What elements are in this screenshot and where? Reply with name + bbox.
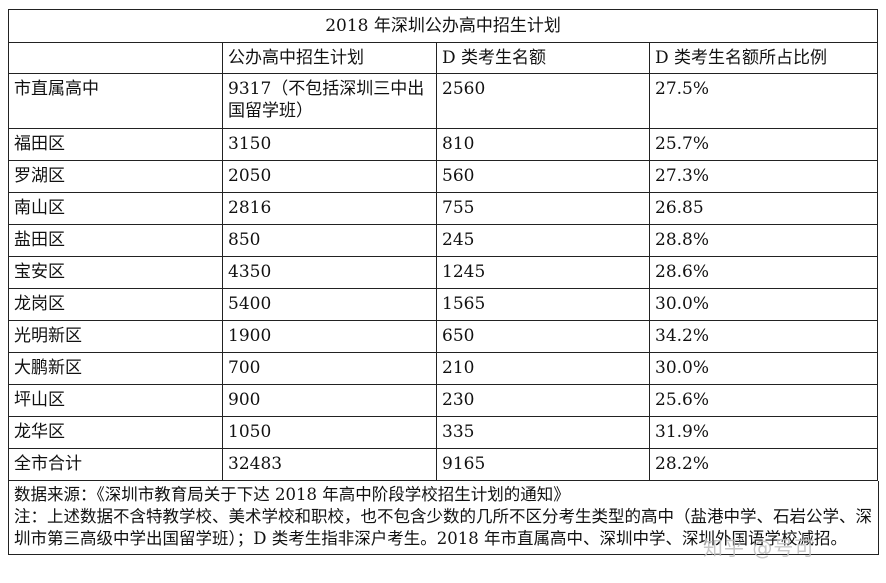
table-row: 市直属高中 9317（不包括深圳三中出国留学班） 2560 27.5% <box>8 73 879 129</box>
plan-cell: 700 <box>222 352 437 385</box>
district-cell: 光明新区 <box>8 320 223 353</box>
d-ratio-cell: 28.2% <box>648 448 879 481</box>
d-quota-cell: 9165 <box>436 448 650 481</box>
d-ratio-cell: 27.3% <box>648 160 879 193</box>
table-header-row: 公办高中招生计划 D 类考生名额 D 类考生名额所占比例 <box>8 42 879 74</box>
header-cell-district <box>8 42 223 74</box>
header-cell-d-quota: D 类考生名额 <box>436 42 650 74</box>
zhihu-watermark: 知乎 @号可 <box>703 536 816 560</box>
district-cell: 福田区 <box>8 128 223 161</box>
table-row: 罗湖区 2050 560 27.3% <box>8 160 879 193</box>
d-quota-cell: 245 <box>436 224 650 257</box>
header-cell-d-ratio: D 类考生名额所占比例 <box>648 42 879 74</box>
enrollment-plan-sheet: 2018 年深圳公办高中招生计划 公办高中招生计划 D 类考生名额 D 类考生名… <box>7 9 879 555</box>
d-quota-cell: 755 <box>436 192 650 225</box>
plan-cell: 2816 <box>222 192 437 225</box>
district-cell: 龙华区 <box>8 416 223 449</box>
district-cell: 南山区 <box>8 192 223 225</box>
d-quota-cell: 1245 <box>436 256 650 289</box>
d-ratio-cell: 25.6% <box>648 384 879 417</box>
d-quota-cell: 810 <box>436 128 650 161</box>
d-ratio-cell: 25.7% <box>648 128 879 161</box>
d-ratio-cell: 31.9% <box>648 416 879 449</box>
plan-cell: 900 <box>222 384 437 417</box>
table-row: 南山区 2816 755 26.85 <box>8 192 879 225</box>
table-row: 大鹏新区 700 210 30.0% <box>8 352 879 385</box>
table-row: 全市合计 32483 9165 28.2% <box>8 448 879 481</box>
plan-cell: 850 <box>222 224 437 257</box>
table-row: 坪山区 900 230 25.6% <box>8 384 879 417</box>
plan-cell: 9317（不包括深圳三中出国留学班） <box>222 73 437 129</box>
district-cell: 大鹏新区 <box>8 352 223 385</box>
data-source-text: 数据来源：《深圳市教育局关于下达 2018 年高中阶段学校招生计划的通知》 <box>14 485 570 504</box>
d-quota-cell: 335 <box>436 416 650 449</box>
district-cell: 坪山区 <box>8 384 223 417</box>
plan-cell: 1900 <box>222 320 437 353</box>
d-quota-cell: 650 <box>436 320 650 353</box>
district-cell: 罗湖区 <box>8 160 223 193</box>
d-quota-cell: 230 <box>436 384 650 417</box>
district-cell: 市直属高中 <box>8 73 223 129</box>
d-ratio-cell: 28.6% <box>648 256 879 289</box>
footnote-text: 注：上述数据不含特教学校、美术学校和职校，也不包含少数的几所不区分考生类型的高中… <box>14 507 872 548</box>
d-ratio-cell: 27.5% <box>648 73 879 129</box>
table-row: 宝安区 4350 1245 28.6% <box>8 256 879 289</box>
table-row: 龙华区 1050 335 31.9% <box>8 416 879 449</box>
d-ratio-cell: 34.2% <box>648 320 879 353</box>
d-quota-cell: 1565 <box>436 288 650 321</box>
d-ratio-cell: 26.85 <box>648 192 879 225</box>
plan-cell: 4350 <box>222 256 437 289</box>
plan-cell: 2050 <box>222 160 437 193</box>
plan-cell: 32483 <box>222 448 437 481</box>
d-quota-cell: 2560 <box>436 73 650 129</box>
table-row: 福田区 3150 810 25.7% <box>8 128 879 161</box>
table-row: 龙岗区 5400 1565 30.0% <box>8 288 879 321</box>
plan-cell: 3150 <box>222 128 437 161</box>
district-cell: 全市合计 <box>8 448 223 481</box>
plan-cell: 1050 <box>222 416 437 449</box>
table-title-row: 2018 年深圳公办高中招生计划 <box>7 9 879 43</box>
plan-cell: 5400 <box>222 288 437 321</box>
district-cell: 龙岗区 <box>8 288 223 321</box>
d-ratio-cell: 30.0% <box>648 288 879 321</box>
d-quota-cell: 210 <box>436 352 650 385</box>
district-cell: 盐田区 <box>8 224 223 257</box>
table-title: 2018 年深圳公办高中招生计划 <box>7 9 879 43</box>
table-row: 光明新区 1900 650 34.2% <box>8 320 879 353</box>
d-quota-cell: 560 <box>436 160 650 193</box>
d-ratio-cell: 30.0% <box>648 352 879 385</box>
enrollment-table: 2018 年深圳公办高中招生计划 公办高中招生计划 D 类考生名额 D 类考生名… <box>7 9 879 481</box>
header-cell-plan: 公办高中招生计划 <box>222 42 437 74</box>
table-row: 盐田区 850 245 28.8% <box>8 224 879 257</box>
district-cell: 宝安区 <box>8 256 223 289</box>
notes-block: 数据来源：《深圳市教育局关于下达 2018 年高中阶段学校招生计划的通知》 注：… <box>8 481 879 555</box>
d-ratio-cell: 28.8% <box>648 224 879 257</box>
